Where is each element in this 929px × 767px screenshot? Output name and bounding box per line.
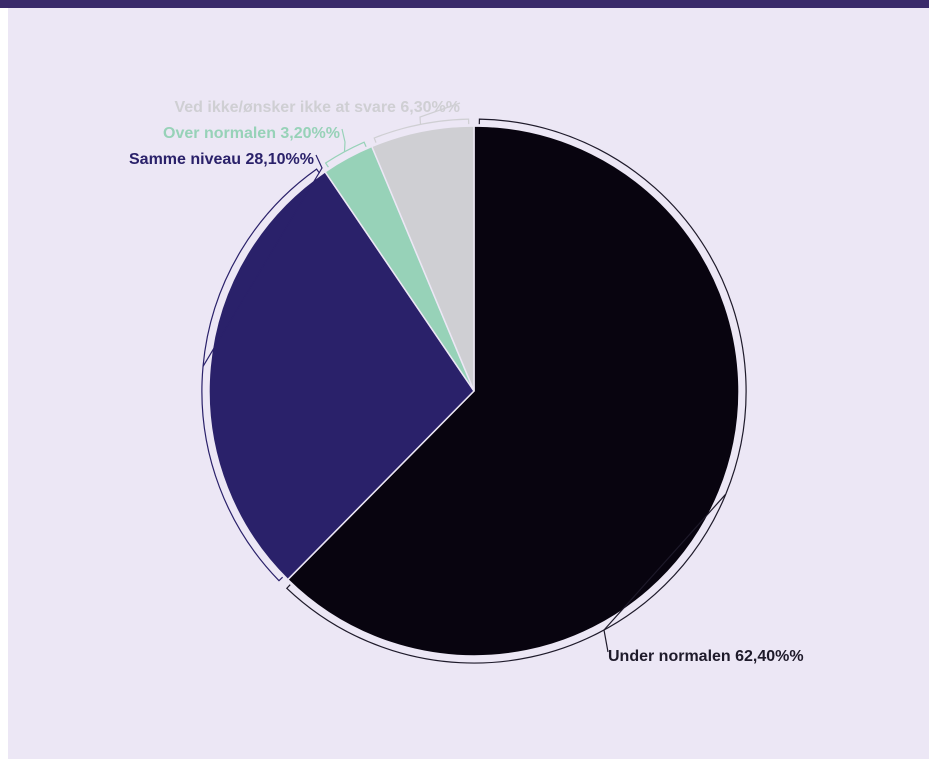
slice-bracket-1	[285, 118, 747, 664]
pie-slice-1	[286, 125, 740, 657]
header-bar	[0, 0, 929, 8]
slice-labels: Under normalen 62,40%% Samme niveau 28,10…	[129, 99, 804, 665]
label-leaders	[201, 102, 747, 664]
pie-slice-4	[370, 125, 475, 392]
slice-label-1: Under normalen 62,40%%	[608, 648, 804, 665]
slice-label-2: Samme niveau 28,10%%	[129, 151, 314, 168]
slice-bracket-4	[373, 118, 470, 143]
pie-slice-2	[208, 170, 475, 581]
slice-leader-1	[603, 493, 727, 653]
slice-leader-4	[419, 102, 461, 125]
slice-label-3: Over normalen 3,20%%	[163, 125, 340, 142]
pie-slices	[208, 125, 740, 657]
slice-leader-2	[202, 154, 323, 367]
slice-leader-3	[341, 128, 346, 152]
slice-bracket-3	[324, 141, 367, 168]
slice-label-4: Ved ikke/ønsker ikke at svare 6,30%%	[174, 99, 460, 116]
